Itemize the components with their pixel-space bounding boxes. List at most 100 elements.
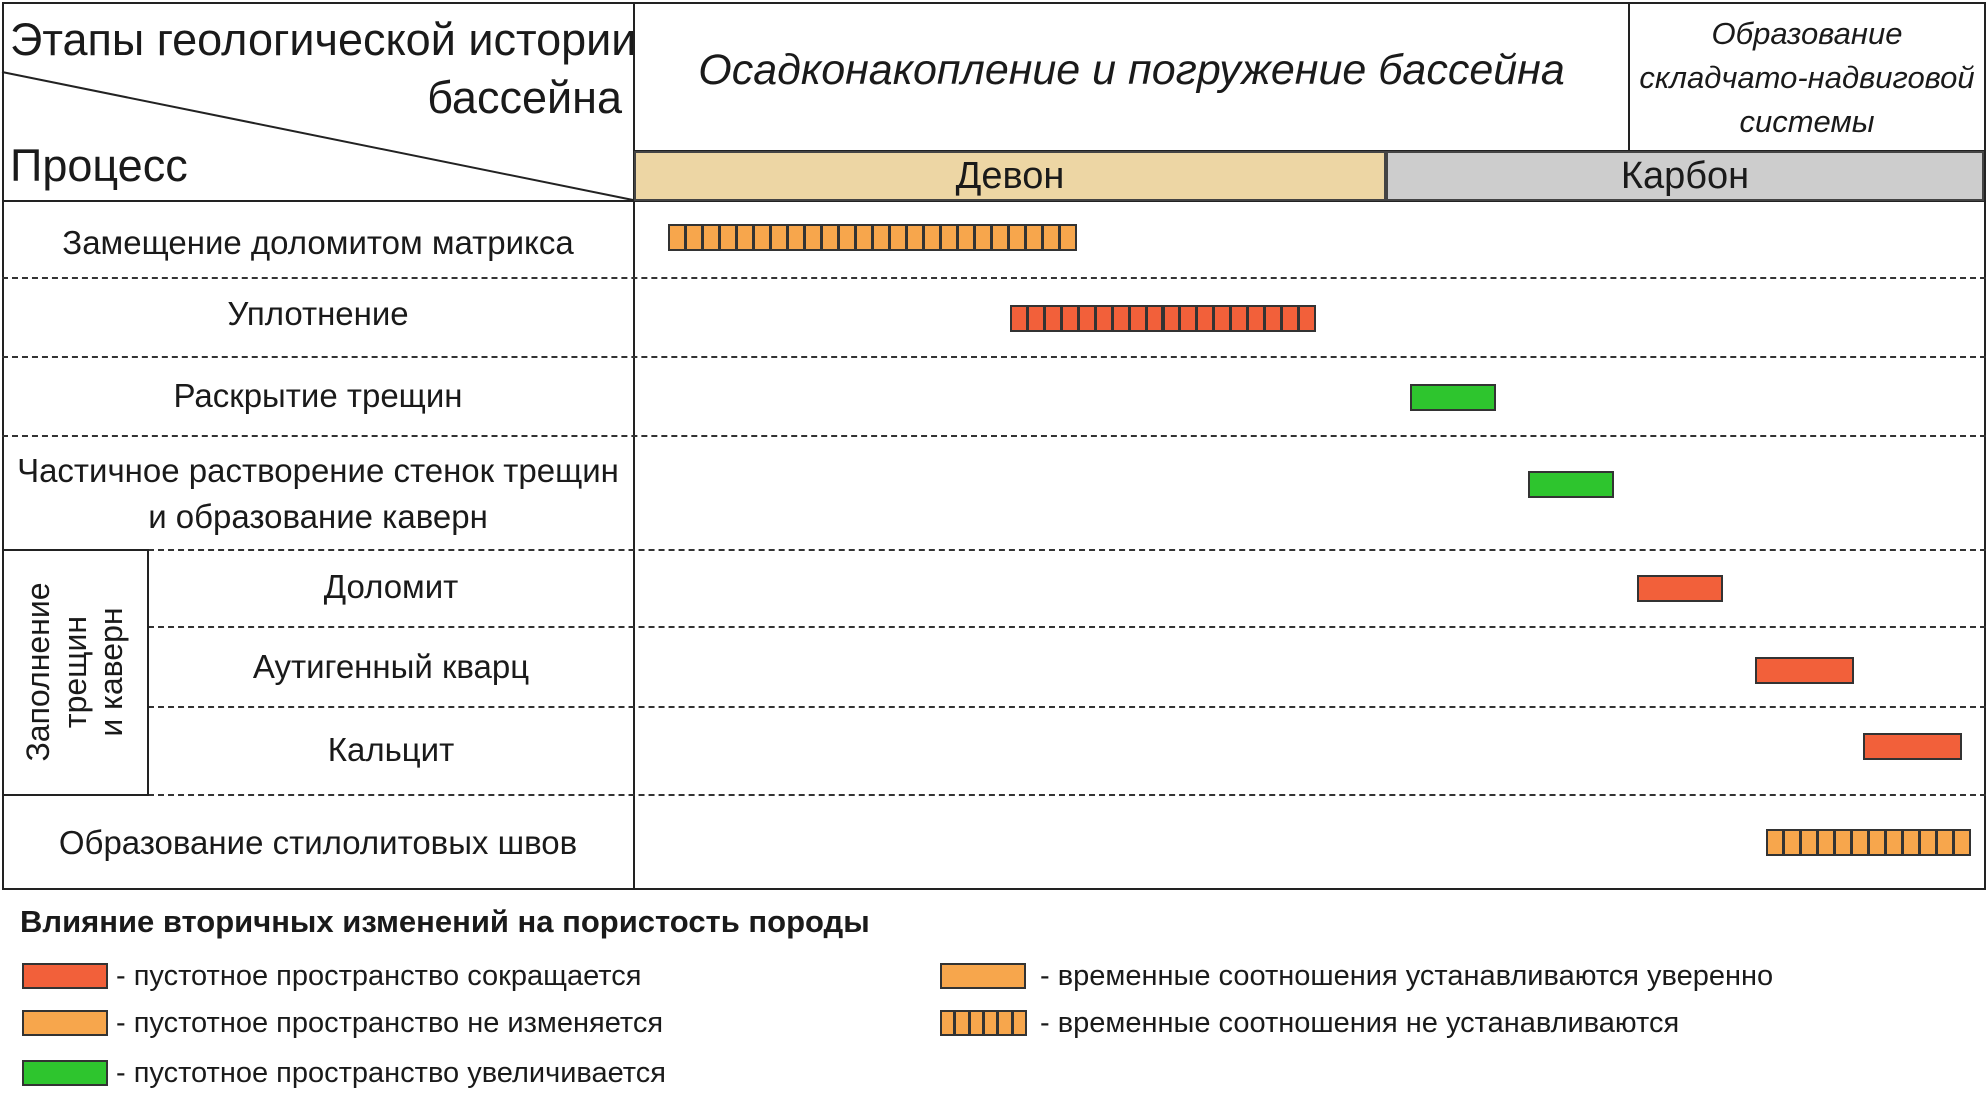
timeline-segment	[940, 224, 958, 251]
timeline-segment	[1783, 829, 1801, 856]
timeline-segment	[1128, 305, 1147, 332]
timeline-segment	[872, 224, 890, 251]
timeline-segment	[1145, 305, 1164, 332]
legend-swatch-confident	[940, 963, 1026, 989]
timeline-segment	[855, 224, 873, 251]
timeline-segment	[668, 224, 686, 251]
timeline-segment	[685, 224, 703, 251]
timeline-segment	[1043, 305, 1062, 332]
timeline-segment	[770, 224, 788, 251]
row-separator	[148, 549, 1986, 551]
timeline-segment	[1162, 305, 1181, 332]
timeline-segment	[804, 224, 822, 251]
timeline-segment	[1179, 305, 1198, 332]
timeline-segment	[923, 224, 941, 251]
row-separator	[2, 435, 1986, 437]
legend-title: Влияние вторичных изменений на пористост…	[20, 904, 870, 939]
legend-unresolved-segment	[1011, 1010, 1027, 1036]
timeline-segment	[1010, 305, 1028, 332]
column-divider	[633, 2, 635, 890]
group-label-line3: и каверн	[93, 607, 130, 737]
legend-unresolved-segment	[968, 1010, 984, 1036]
period-devonian-label: Девон	[955, 154, 1065, 197]
timeline-segment	[1042, 224, 1060, 251]
group-box-filling	[2, 549, 149, 796]
process-label-dissolution-line1: Частичное растворение стенок трещин	[17, 452, 619, 489]
stage-divider	[1628, 2, 1630, 150]
process-label-quartz: Аутигенный кварц	[252, 648, 530, 685]
timeline-segment	[1094, 305, 1113, 332]
header-bottom-line	[2, 200, 1986, 202]
timeline-segment	[889, 224, 907, 251]
timeline-segment	[821, 224, 839, 251]
timeline-segment	[906, 224, 924, 251]
timeline-bar	[1755, 657, 1854, 684]
process-label-dissolution-line2: и образование каверн	[148, 498, 488, 535]
timeline-segment	[957, 224, 975, 251]
stages-title-line1: Этапы геологической истории	[10, 14, 637, 65]
timeline-segment	[991, 224, 1009, 251]
row-separator	[2, 356, 1986, 358]
legend-unresolved-segment	[983, 1010, 999, 1036]
timeline-segment	[1281, 305, 1300, 332]
legend-swatch-unchanged	[22, 1010, 108, 1036]
timeline-segment	[1298, 305, 1316, 332]
timeline-segment	[753, 224, 771, 251]
timeline-segment	[1059, 224, 1077, 251]
timeline-segment	[1919, 829, 1937, 856]
legend-swatch-unresolved	[940, 1010, 1027, 1036]
process-label-compaction: Уплотнение	[227, 295, 409, 332]
timeline-segment	[1025, 224, 1043, 251]
timeline-segment	[1902, 829, 1920, 856]
row-separator	[148, 706, 1986, 708]
process-label-dolomite: Доломит	[323, 568, 459, 605]
timeline-segment	[838, 224, 856, 251]
legend-label-reduced: - пустотное пространство сокращается	[116, 960, 642, 992]
legend-unresolved-segment	[997, 1010, 1013, 1036]
legend-swatch-reduced	[22, 963, 108, 989]
legend-unresolved-segment	[940, 1010, 956, 1036]
period-devonian: Девон	[634, 151, 1386, 201]
process-label: Процесс	[10, 140, 188, 191]
timeline-bar	[1528, 471, 1614, 498]
timeline-segment	[1008, 224, 1026, 251]
timeline-segment	[1060, 305, 1079, 332]
process-label-calcite: Кальцит	[327, 731, 455, 768]
timeline-segment	[1851, 829, 1869, 856]
legend-label-confident: - временные соотношения устанавливаются …	[1040, 960, 1774, 992]
timeline-segment	[1953, 829, 1971, 856]
group-label-line1: Заполнение	[19, 582, 56, 762]
timeline-segment	[1230, 305, 1249, 332]
timeline-segment	[1936, 829, 1954, 856]
timeline-segment	[1196, 305, 1215, 332]
corner-diagonal	[1, 71, 634, 201]
process-label-fracture-opening: Раскрытие трещин	[173, 377, 463, 414]
legend-unresolved-segment	[954, 1010, 970, 1036]
process-label-dolomitization: Замещение доломитом матрикса	[62, 224, 574, 261]
timeline-segment	[1868, 829, 1886, 856]
timeline-segment	[1885, 829, 1903, 856]
timeline-segment	[974, 224, 992, 251]
timeline-segment	[1213, 305, 1232, 332]
timeline-segment	[1111, 305, 1130, 332]
period-carboniferous-label: Карбон	[1620, 154, 1750, 197]
timeline-bar	[1637, 575, 1723, 602]
group-label-line2: трещин	[56, 615, 93, 729]
timeline-segment	[702, 224, 720, 251]
timeline-segment	[736, 224, 754, 251]
process-label-stylolites: Образование стилолитовых швов	[58, 824, 578, 861]
timeline-segment	[1247, 305, 1266, 332]
row-separator	[148, 626, 1986, 628]
timeline-segment	[1077, 305, 1096, 332]
timeline-segment	[1817, 829, 1835, 856]
timeline-bar	[1863, 733, 1962, 760]
legend-label-unchanged: - пустотное пространство не изменяется	[116, 1007, 664, 1039]
stage-fold-line2: складчато-надвиговой	[1639, 60, 1975, 95]
timeline-segment	[1766, 829, 1784, 856]
timeline-segment	[1026, 305, 1045, 332]
legend-swatch-increased	[22, 1060, 108, 1086]
row-separator	[2, 277, 1986, 279]
timeline-segment	[1834, 829, 1852, 856]
timeline-segment	[1264, 305, 1283, 332]
